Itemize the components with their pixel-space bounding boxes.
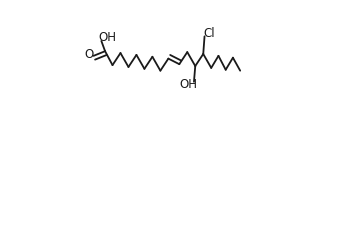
Text: OH: OH [98, 31, 116, 44]
Text: O: O [84, 48, 93, 61]
Text: OH: OH [180, 79, 198, 92]
Text: Cl: Cl [203, 27, 215, 40]
